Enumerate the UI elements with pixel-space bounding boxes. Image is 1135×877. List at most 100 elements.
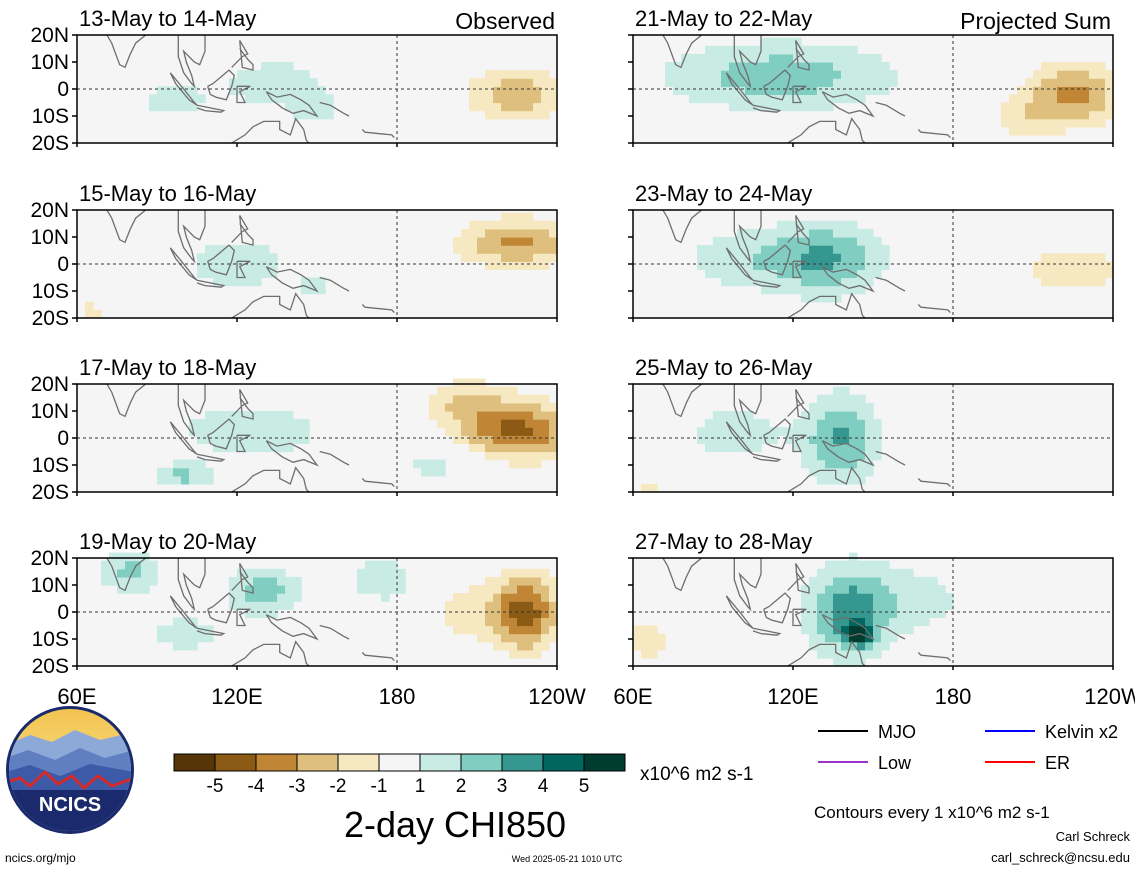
anomaly-cell — [833, 459, 842, 469]
anomaly-cell — [721, 411, 730, 420]
anomaly-cell — [649, 625, 658, 635]
anomaly-cell — [857, 228, 866, 238]
anomaly-cell — [517, 427, 526, 436]
anomaly-cell — [1089, 94, 1098, 104]
anomaly-cell — [317, 94, 326, 104]
anomaly-cell — [485, 609, 494, 618]
anomaly-cell — [857, 568, 866, 578]
anomaly-cell — [485, 451, 494, 461]
anomaly-cell — [245, 253, 254, 262]
anomaly-cell — [817, 285, 826, 295]
anomaly-cell — [549, 402, 558, 412]
anomaly-cell — [793, 253, 802, 262]
anomaly-cell — [873, 633, 882, 643]
anomaly-cell — [181, 475, 190, 485]
anomaly-cell — [713, 86, 722, 95]
coastline — [821, 266, 875, 293]
anomaly-cell — [785, 45, 794, 55]
anomaly-cell — [173, 459, 182, 469]
anomaly-cell — [769, 269, 778, 279]
anomaly-cell — [525, 253, 534, 262]
anomaly-cell — [469, 609, 478, 618]
anomaly-cell — [517, 649, 526, 659]
anomaly-cell — [485, 102, 494, 112]
anomaly-cell — [825, 443, 834, 453]
anomaly-cell — [769, 237, 778, 246]
y-tick-label: 20N — [30, 24, 69, 47]
anomaly-cell — [745, 53, 754, 63]
anomaly-cell — [1009, 102, 1018, 112]
anomaly-cell — [721, 261, 730, 270]
anomaly-cell — [785, 228, 794, 238]
anomaly-cell — [293, 576, 302, 586]
anomaly-cell — [833, 62, 842, 71]
anomaly-cell — [761, 45, 770, 55]
anomaly-cell — [913, 609, 922, 618]
anomaly-cell — [237, 411, 246, 420]
anomaly-cell — [501, 102, 510, 112]
anomaly-cell — [937, 593, 946, 602]
anomaly-cell — [841, 62, 850, 71]
anomaly-cell — [381, 585, 390, 594]
anomaly-cell — [1025, 118, 1034, 128]
anomaly-cell — [525, 237, 534, 246]
anomaly-cell — [849, 435, 858, 444]
anomaly-cell — [833, 394, 842, 404]
panel-date-label: 19-May to 20-May — [79, 529, 256, 554]
anomaly-cell — [1105, 78, 1114, 87]
anomaly-cell — [1073, 261, 1082, 270]
anomaly-cell — [269, 261, 278, 270]
anomaly-cell — [101, 568, 110, 578]
anomaly-cell — [549, 237, 558, 246]
anomaly-cell — [445, 617, 454, 627]
anomaly-cell — [525, 411, 534, 420]
anomaly-cell — [189, 102, 198, 112]
anomaly-cell — [541, 220, 550, 230]
anomaly-cell — [785, 261, 794, 270]
anomaly-cell — [269, 443, 278, 453]
anomaly-cell — [125, 552, 134, 562]
anomaly-cell — [549, 625, 558, 635]
anomaly-cell — [429, 402, 438, 412]
anomaly-cell — [477, 411, 486, 420]
anomaly-cell — [525, 70, 534, 79]
anomaly-cell — [1057, 110, 1066, 120]
anomaly-cell — [469, 78, 478, 87]
anomaly-cell — [133, 576, 142, 586]
anomaly-cell — [761, 253, 770, 262]
anomaly-cell — [493, 451, 502, 461]
colorbar-swatch — [296, 753, 339, 772]
anomaly-cell — [705, 62, 714, 71]
anomaly-cell — [857, 625, 866, 635]
y-tick-label: 10N — [30, 51, 69, 74]
anomaly-cell — [729, 419, 738, 428]
anomaly-cell — [285, 62, 294, 71]
panel-date-label: 23-May to 24-May — [635, 181, 812, 206]
anomaly-cell — [1089, 110, 1098, 120]
anomaly-cell — [689, 78, 698, 87]
anomaly-cell — [1081, 94, 1090, 104]
anomaly-cell — [197, 435, 206, 444]
anomaly-cell — [469, 443, 478, 453]
anomaly-cell — [769, 45, 778, 55]
anomaly-cell — [825, 269, 834, 279]
anomaly-cell — [673, 78, 682, 87]
anomaly-cell — [549, 220, 558, 230]
colorbar-tick-label: -2 — [330, 776, 347, 797]
anomaly-cell — [865, 228, 874, 238]
anomaly-cell — [729, 427, 738, 436]
anomaly-cell — [493, 419, 502, 428]
anomaly-cell — [485, 601, 494, 610]
coastline — [207, 418, 236, 450]
anomaly-cell — [245, 78, 254, 87]
anomaly-cell — [253, 277, 262, 287]
anomaly-cell — [817, 451, 826, 461]
anomaly-cell — [729, 411, 738, 420]
anomaly-cell — [109, 576, 118, 586]
anomaly-cell — [133, 552, 142, 562]
anomaly-cell — [833, 427, 842, 436]
coastline — [786, 466, 866, 492]
anomaly-cell — [493, 576, 502, 586]
anomaly-cell — [1041, 94, 1050, 104]
anomaly-cell — [817, 625, 826, 635]
